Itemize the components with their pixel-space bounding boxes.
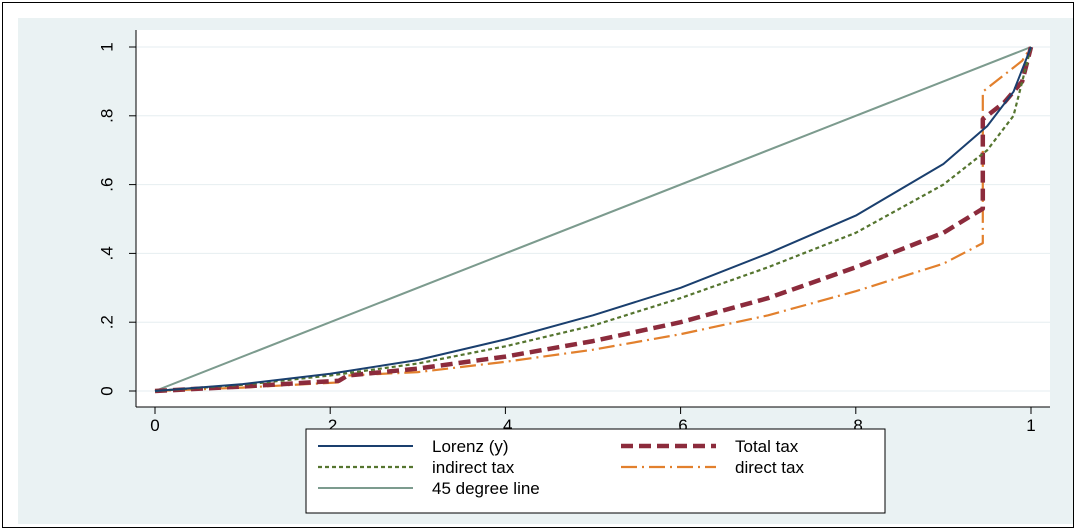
- series-line-lorenz-y: [154, 46, 1032, 392]
- axes: [135, 30, 1050, 408]
- x-tick-label: 0: [150, 416, 159, 435]
- y-tick-label: .2: [97, 315, 116, 329]
- series-line-45-degree-line: [154, 46, 1032, 392]
- series-lines: [154, 46, 1034, 394]
- y-tick-label: 0: [97, 386, 116, 395]
- legend-label: Lorenz (y): [432, 437, 509, 456]
- x-tick-label: 1: [1026, 416, 1035, 435]
- legend-label: 45 degree line: [432, 479, 540, 498]
- y-tick-label: .8: [97, 109, 116, 123]
- legend: Lorenz (y) Total tax indirect tax direct ta…: [305, 428, 886, 514]
- grid-lines: [136, 46, 1050, 392]
- series-line-total-tax: [154, 46, 1034, 394]
- y-tick-label: .6: [97, 178, 116, 192]
- legend-box: [305, 428, 886, 514]
- legend-label: indirect tax: [432, 458, 515, 477]
- legend-label: direct tax: [735, 458, 804, 477]
- legend-label: Total tax: [735, 437, 799, 456]
- y-tick-label: .4: [97, 246, 116, 260]
- y-tick-label: 1: [97, 42, 116, 51]
- series-line-indirect-tax: [154, 46, 1033, 393]
